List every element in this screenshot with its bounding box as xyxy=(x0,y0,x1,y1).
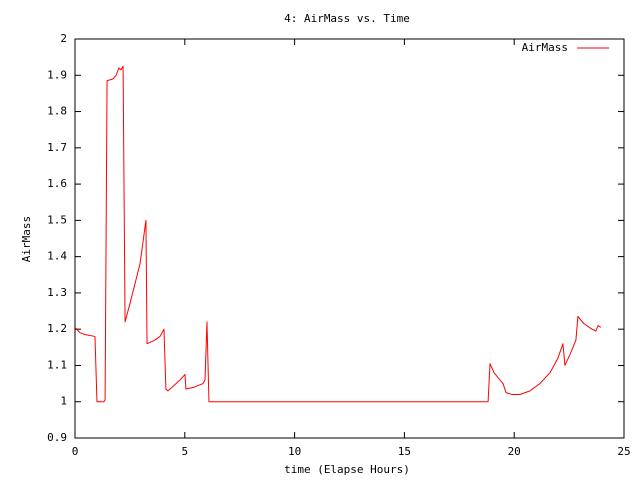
series-line xyxy=(74,65,602,403)
x-tick-label: 15 xyxy=(398,445,411,458)
y-tick-label: 0.9 xyxy=(47,431,67,444)
y-tick-label: 1.5 xyxy=(47,213,67,226)
y-tick-label: 2 xyxy=(60,32,67,45)
y-tick-label: 1 xyxy=(60,395,67,408)
x-axis-label: time (Elapse Hours) xyxy=(284,463,410,476)
y-tick-label: 1.2 xyxy=(47,322,67,335)
x-tick-label: 25 xyxy=(617,445,630,458)
y-tick-label: 1.9 xyxy=(47,68,67,81)
x-tick-label: 20 xyxy=(508,445,521,458)
y-tick-label: 1.7 xyxy=(47,141,67,154)
y-tick-label: 1.4 xyxy=(47,250,67,263)
x-tick-label: 0 xyxy=(72,445,79,458)
y-tick-label: 1.6 xyxy=(47,177,67,190)
x-tick-label: 5 xyxy=(181,445,188,458)
y-tick-label: 1.1 xyxy=(47,358,67,371)
chart-title: 4: AirMass vs. Time xyxy=(284,12,410,25)
plot-border xyxy=(74,38,625,439)
y-tick-label: 1.3 xyxy=(47,286,67,299)
y-axis-label: AirMass xyxy=(20,216,33,262)
legend-label: AirMass xyxy=(522,41,568,54)
y-tick-label: 1.8 xyxy=(47,105,67,118)
x-tick-label: 10 xyxy=(288,445,301,458)
